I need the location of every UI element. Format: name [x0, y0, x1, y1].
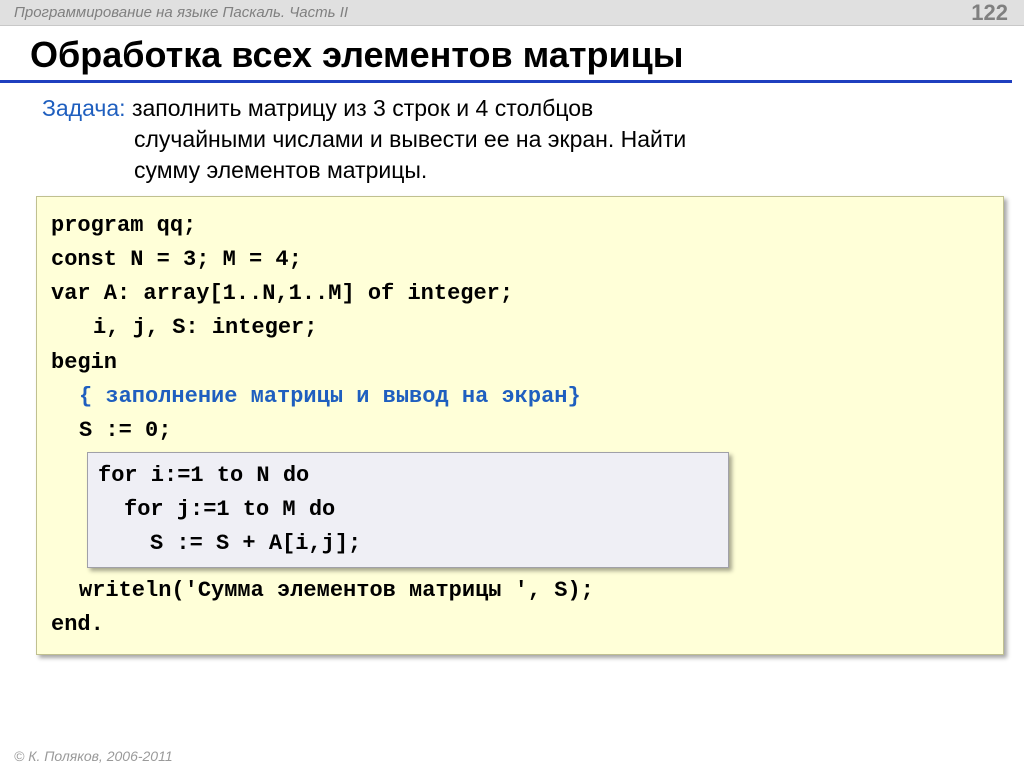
code-line: for j:=1 to M do [98, 493, 720, 527]
task-label: Задача: [42, 95, 126, 121]
code-line: S := 0; [51, 414, 989, 448]
page-number: 122 [971, 0, 1010, 26]
code-box: program qq; const N = 3; M = 4; var A: a… [36, 196, 1004, 655]
copyright-footer: © К. Поляков, 2006-2011 [14, 748, 173, 764]
code-line: i, j, S: integer; [51, 311, 989, 345]
code-text: writeln('Сумма элементов матрицы ', S); [51, 578, 594, 603]
code-comment: { заполнение матрицы и вывод на экран} [51, 380, 989, 414]
code-line: begin [51, 346, 989, 380]
code-line: const N = 3; M = 4; [51, 243, 989, 277]
code-line: end. [51, 608, 989, 642]
slide: Программирование на языке Паскаль. Часть… [0, 0, 1024, 768]
task-line-2: случайными числами и вывести ее на экран… [42, 124, 1000, 155]
code-line: program qq; [51, 209, 989, 243]
task-line-3: сумму элементов матрицы. [42, 155, 1000, 186]
inner-code-box: for i:=1 to N do for j:=1 to M do S := S… [87, 452, 729, 568]
task-line-1: заполнить матрицу из 3 строк и 4 столбцо… [126, 95, 594, 121]
comment-text: { заполнение матрицы и вывод на экран} [51, 384, 581, 409]
code-line: S := S + A[i,j]; [98, 527, 720, 561]
code-text: S := 0; [51, 418, 171, 443]
code-line: writeln('Сумма элементов матрицы ', S); [51, 574, 989, 608]
top-bar: Программирование на языке Паскаль. Часть… [0, 0, 1024, 26]
task-block: Задача: заполнить матрицу из 3 строк и 4… [0, 93, 1024, 196]
code-line: var A: array[1..N,1..M] of integer; [51, 277, 989, 311]
code-line: for i:=1 to N do [98, 459, 720, 493]
course-title: Программирование на языке Паскаль. Часть… [14, 4, 348, 21]
slide-title: Обработка всех элементов матрицы [0, 26, 1012, 83]
code-text: i, j, S: integer; [93, 315, 317, 340]
